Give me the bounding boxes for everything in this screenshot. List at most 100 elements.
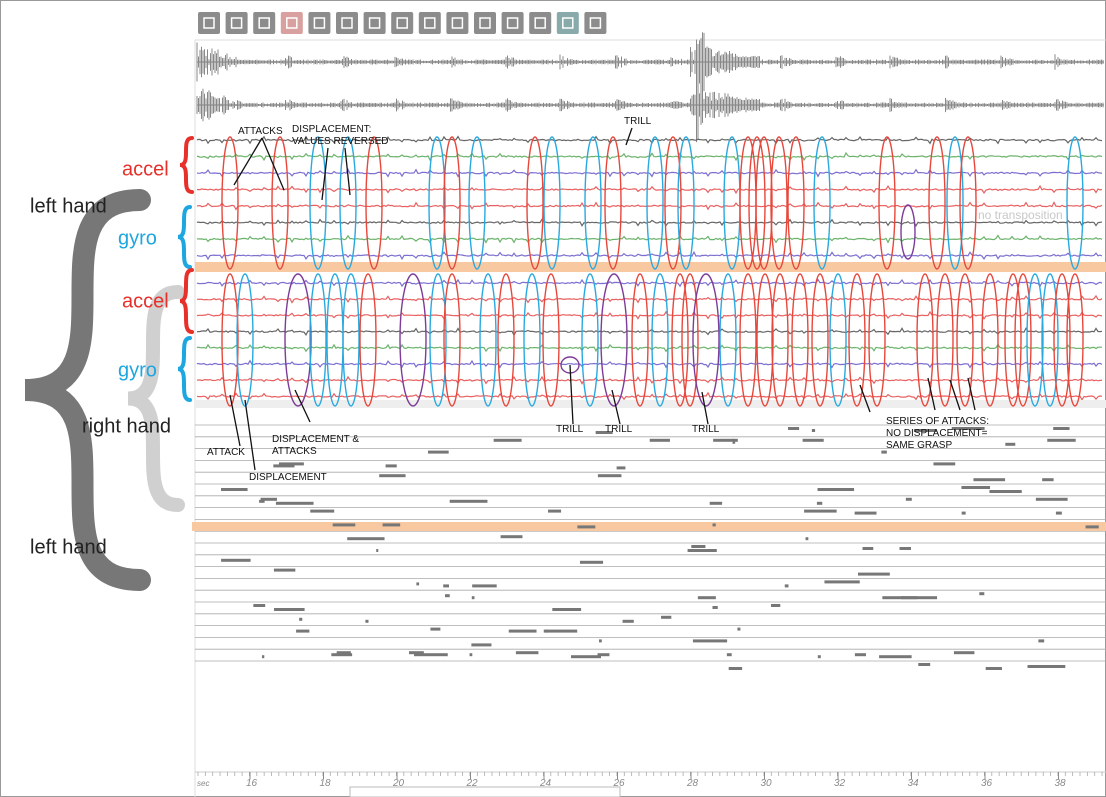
annotation-ellipse xyxy=(221,136,239,270)
note-bar xyxy=(771,604,781,607)
toolbar-button[interactable] xyxy=(501,12,524,34)
label-left-hand: left hand xyxy=(30,536,107,558)
toolbar-icon xyxy=(258,17,270,29)
note-bar xyxy=(817,488,855,491)
annotation-ellipse xyxy=(604,136,622,270)
note-bar xyxy=(273,464,295,468)
sensor-signal xyxy=(196,250,1103,261)
note-bar xyxy=(817,655,821,659)
note-bar xyxy=(278,462,304,466)
note-bar xyxy=(577,525,596,529)
annotation-label: TRILL xyxy=(624,116,652,127)
note-bar xyxy=(597,474,622,478)
time-label: 32 xyxy=(834,778,846,789)
note-bar xyxy=(273,568,296,572)
time-label: 20 xyxy=(392,778,405,789)
toolbar-button[interactable] xyxy=(253,12,276,34)
timeline: sec 16 18 20 22 24 26 28 30 32 34 36 38 xyxy=(195,771,1106,789)
note-bar xyxy=(784,584,789,588)
annotation-ellipse xyxy=(719,273,737,407)
note-bar xyxy=(331,653,353,657)
brace xyxy=(179,268,194,334)
brace xyxy=(179,136,194,194)
note-bar xyxy=(414,653,448,657)
toolbar-icon xyxy=(589,17,602,29)
note-bar xyxy=(687,549,717,552)
toolbar-button[interactable] xyxy=(363,12,386,34)
note-bar xyxy=(365,619,369,623)
toolbar-button[interactable] xyxy=(391,12,414,34)
note-bar xyxy=(336,651,351,655)
pointer-line xyxy=(949,379,961,411)
annotation-ellipse xyxy=(956,273,974,407)
brace xyxy=(177,336,192,402)
time-label: 16 xyxy=(246,778,258,789)
toolbar-button[interactable] xyxy=(556,12,579,34)
sensor-signal xyxy=(196,201,1103,211)
toolbar-button[interactable] xyxy=(474,12,496,34)
note-bar xyxy=(805,537,809,541)
annotation-ellipse xyxy=(365,136,383,270)
note-bar xyxy=(299,617,303,621)
note-bar xyxy=(728,667,743,670)
annotation-ellipse xyxy=(878,136,896,270)
toolbar-button[interactable] xyxy=(529,12,552,34)
pointer-line xyxy=(261,137,285,191)
time-label: 34 xyxy=(908,778,920,789)
annotation-label: SAME GRASP xyxy=(886,440,952,451)
note-bar xyxy=(543,629,548,633)
toolbar-button[interactable] xyxy=(584,12,607,34)
note-bar xyxy=(1047,438,1076,442)
note-bar xyxy=(261,655,265,659)
toolbar-button[interactable] xyxy=(225,12,248,34)
annotation-label: TRILL xyxy=(692,424,720,435)
pointer-line xyxy=(967,377,976,411)
toolbar-button[interactable] xyxy=(446,12,469,34)
annotation-ellipse xyxy=(946,136,964,270)
note-bar xyxy=(732,438,738,442)
note-bar xyxy=(579,560,604,564)
annotation-ellipse xyxy=(1026,273,1044,407)
note-bar xyxy=(472,584,497,588)
toolbar-button[interactable] xyxy=(198,12,220,34)
note-bar xyxy=(471,596,475,600)
time-label: 38 xyxy=(1055,778,1067,789)
toolbar-button[interactable] xyxy=(418,12,441,34)
note-bar xyxy=(332,523,356,527)
annotation-ellipse xyxy=(443,273,461,407)
note-bar xyxy=(500,535,523,539)
annotation-ellipse xyxy=(581,273,599,407)
annotation-label: DISPLACEMENT: xyxy=(292,124,371,135)
annotation-ellipse xyxy=(1066,273,1084,407)
annotation-ellipse xyxy=(600,273,628,407)
toolbar-icon xyxy=(230,17,243,29)
note-bar xyxy=(275,501,314,505)
label-accel: accel xyxy=(122,158,169,180)
annotation-ellipse xyxy=(584,136,602,270)
label-gyro: gyro xyxy=(118,227,157,249)
time-label: 18 xyxy=(320,778,332,789)
note-bar xyxy=(1038,639,1045,643)
toolbar-button[interactable] xyxy=(336,12,358,34)
scrollbar[interactable] xyxy=(349,786,621,797)
annotation-label: ATTACKS xyxy=(272,446,317,457)
note-bar xyxy=(376,549,379,552)
note-bar xyxy=(989,490,1022,493)
note-bar xyxy=(788,427,800,430)
pointer-line xyxy=(927,377,936,411)
audio-waveform xyxy=(196,67,1104,143)
annotation-ellipse xyxy=(236,273,254,407)
time-unit: sec xyxy=(197,779,209,788)
note-bar xyxy=(854,653,866,657)
annotation-label: TRILL xyxy=(556,424,584,435)
annotation-ellipse xyxy=(664,136,682,270)
note-bar xyxy=(732,440,736,444)
toolbar-button[interactable] xyxy=(308,12,331,34)
note-bar xyxy=(899,547,911,550)
annotation-ellipse xyxy=(428,136,446,270)
pointer-line xyxy=(244,399,256,471)
toolbar-button[interactable] xyxy=(280,12,303,34)
toolbar-icon xyxy=(451,17,464,29)
pointer-line xyxy=(701,391,709,425)
annotation-ellipse xyxy=(271,136,289,270)
